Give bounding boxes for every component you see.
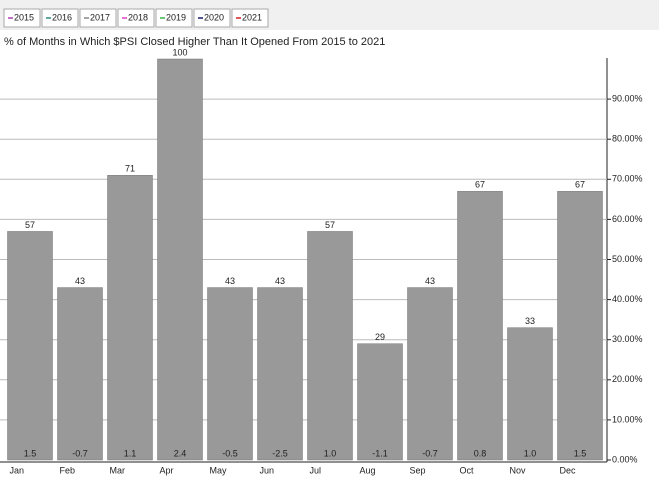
x-tick-label: Oct [460, 465, 475, 475]
y-tick-label: 40.00% [612, 294, 643, 304]
legend-item[interactable] [3, 8, 41, 28]
avg-change-label: 2.4 [174, 448, 187, 458]
legend-label: 2016 [52, 12, 72, 22]
y-tick-label: 80.00% [612, 134, 643, 144]
legend-label: 2019 [166, 12, 186, 22]
bar [257, 287, 303, 461]
legend-item[interactable] [193, 8, 231, 28]
avg-change-label: 1.5 [574, 448, 587, 458]
bar [107, 175, 153, 461]
avg-change-label: 0.8 [474, 448, 487, 458]
x-tick-label: Jul [310, 465, 322, 475]
avg-change-label: 1.1 [124, 448, 137, 458]
value-label: 33 [525, 316, 535, 326]
y-tick-label: 50.00% [612, 254, 643, 264]
bar [307, 231, 353, 461]
value-label: 57 [325, 220, 335, 230]
avg-change-label: -0.7 [72, 448, 88, 458]
bar [57, 287, 103, 461]
x-tick-label: Jan [10, 465, 25, 475]
value-label: 100 [172, 47, 187, 57]
legend-label: 2015 [14, 12, 34, 22]
legend-item[interactable] [41, 8, 79, 28]
y-tick-label: 30.00% [612, 334, 643, 344]
bar [157, 58, 203, 461]
legend-item[interactable] [155, 8, 193, 28]
avg-change-label: -2.5 [272, 448, 288, 458]
value-label: 71 [125, 164, 135, 174]
avg-change-label: -0.7 [422, 448, 438, 458]
avg-change-label: -0.5 [222, 448, 238, 458]
y-tick-label: 10.00% [612, 414, 643, 424]
bar [357, 343, 403, 461]
x-tick-label: Mar [110, 465, 126, 475]
legend-label: 2020 [204, 12, 224, 22]
bar [407, 287, 453, 461]
avg-change-label: 1.0 [524, 448, 537, 458]
x-tick-label: Apr [160, 465, 174, 475]
legend-label: 2021 [242, 12, 262, 22]
x-tick-label: Dec [560, 465, 577, 475]
x-tick-label: Feb [60, 465, 76, 475]
value-label: 43 [75, 276, 85, 286]
legend-label: 2018 [128, 12, 148, 22]
avg-change-label: 1.5 [24, 448, 37, 458]
value-label: 29 [375, 332, 385, 342]
x-tick-label: Sep [410, 465, 426, 475]
x-tick-label: Jun [260, 465, 275, 475]
y-tick-label: 60.00% [612, 214, 643, 224]
bar [7, 231, 53, 461]
legend-label: 2017 [90, 12, 110, 22]
y-tick-label: 20.00% [612, 374, 643, 384]
x-tick-label: Aug [360, 465, 376, 475]
value-label: 57 [25, 220, 35, 230]
legend-item[interactable] [117, 8, 155, 28]
x-tick-label: May [210, 465, 228, 475]
x-tick-label: Nov [510, 465, 527, 475]
value-label: 67 [475, 180, 485, 190]
value-label: 43 [425, 276, 435, 286]
value-label: 43 [275, 276, 285, 286]
legend-item[interactable] [231, 8, 269, 28]
bar [207, 287, 253, 461]
legend-item[interactable] [79, 8, 117, 28]
value-label: 43 [225, 276, 235, 286]
y-tick-label: 90.00% [612, 93, 643, 103]
bar [557, 191, 603, 461]
y-tick-label: 70.00% [612, 174, 643, 184]
avg-change-label: 1.0 [324, 448, 337, 458]
bar [457, 191, 503, 461]
bar [507, 327, 553, 461]
y-tick-label: 0.00% [612, 454, 638, 464]
value-label: 67 [575, 180, 585, 190]
avg-change-label: -1.1 [372, 448, 388, 458]
chart-title: % of Months in Which $PSI Closed Higher … [4, 36, 385, 48]
